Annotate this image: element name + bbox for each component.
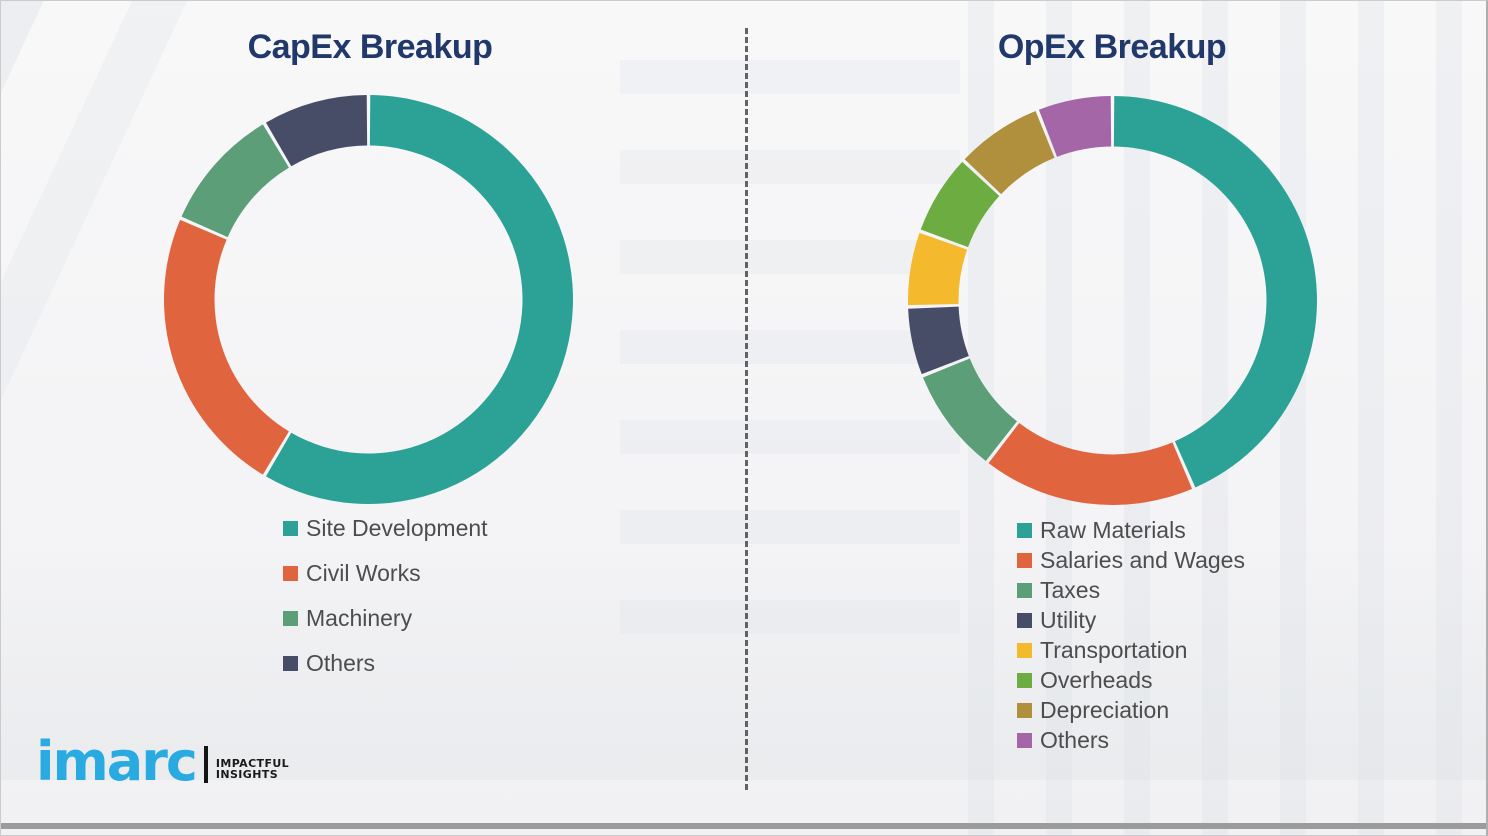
legend-marker-site-development <box>283 521 298 536</box>
legend-marker-civil-works <box>283 566 298 581</box>
legend-marker-raw-materials <box>1017 523 1032 538</box>
legend-item-utility: Utility <box>1017 608 1245 633</box>
legend-label: Civil Works <box>306 560 421 586</box>
imarc-logo-wordmark: imarc <box>36 730 198 793</box>
legend-marker-others <box>283 656 298 671</box>
donut-segment-civil-works <box>163 219 289 475</box>
opex-donut-chart <box>907 95 1318 506</box>
legend-marker-transportation <box>1017 643 1032 658</box>
donut-segment-machinery <box>181 124 289 238</box>
legend-marker-overheads <box>1017 673 1032 688</box>
legend-label: Utility <box>1040 607 1097 633</box>
legend-marker-depreciation <box>1017 703 1032 718</box>
legend-marker-others <box>1017 733 1032 748</box>
opex-chart-title: OpEx Breakup <box>997 28 1227 66</box>
legend-item-others: Others <box>283 651 488 676</box>
legend-item-machinery: Machinery <box>283 606 488 631</box>
legend-item-salaries-and-wages: Salaries and Wages <box>1017 548 1245 573</box>
donut-segment-raw-materials <box>1113 96 1317 488</box>
donut-segment-others <box>265 95 368 167</box>
donut-svg <box>163 95 574 505</box>
legend-label: Others <box>1040 727 1110 753</box>
imarc-logo-tagline: IMPACTFUL INSIGHTS <box>216 758 289 781</box>
donut-svg <box>907 96 1317 505</box>
legend-item-transportation: Transportation <box>1017 638 1245 663</box>
legend-label: Site Development <box>306 515 488 541</box>
donut-segment-taxes <box>923 358 1018 461</box>
tagline-line-1: IMPACTFUL <box>215 756 290 770</box>
legend-label: Salaries and Wages <box>1040 547 1245 573</box>
tagline-line-2: INSIGHTS <box>215 768 279 782</box>
capex-legend: Site Development Civil Works Machinery Othe… <box>283 516 488 696</box>
logo-separator-bar <box>203 745 208 783</box>
legend-label: Taxes <box>1040 577 1101 603</box>
donut-segment-utility <box>908 306 969 375</box>
legend-marker-utility <box>1017 613 1032 628</box>
vertical-dashed-divider <box>745 28 748 790</box>
donut-segment-transportation <box>907 232 968 306</box>
donut-segment-overheads <box>920 161 1000 248</box>
imarc-logo: imarc IMPACTFUL INSIGHTS <box>36 730 289 793</box>
legend-item-overheads: Overheads <box>1017 668 1245 693</box>
legend-item-taxes: Taxes <box>1017 578 1245 603</box>
donut-segment-depreciation <box>964 111 1055 195</box>
legend-label: Overheads <box>1040 667 1153 693</box>
legend-marker-salaries-and-wages <box>1017 553 1032 568</box>
donut-segment-salaries-and-wages <box>988 423 1193 505</box>
legend-marker-taxes <box>1017 583 1032 598</box>
legend-label: Raw Materials <box>1040 517 1186 543</box>
legend-item-site-development: Site Development <box>283 516 488 541</box>
donut-segment-others <box>1038 96 1112 157</box>
donut-segment-site-development <box>265 95 574 505</box>
capex-donut-chart <box>163 94 574 505</box>
opex-legend: Raw Materials Salaries and Wages Taxes Util… <box>1017 518 1245 758</box>
legend-marker-machinery <box>283 611 298 626</box>
legend-label: Others <box>306 650 376 676</box>
legend-label: Depreciation <box>1040 697 1170 723</box>
legend-item-depreciation: Depreciation <box>1017 698 1245 723</box>
capex-chart-title: CapEx Breakup <box>247 28 493 66</box>
legend-item-raw-materials: Raw Materials <box>1017 518 1245 543</box>
legend-label: Transportation <box>1040 637 1188 663</box>
legend-item-civil-works: Civil Works <box>283 561 488 586</box>
legend-item-others: Others <box>1017 728 1245 753</box>
legend-label: Machinery <box>306 605 413 631</box>
bottom-rule <box>0 823 1488 829</box>
